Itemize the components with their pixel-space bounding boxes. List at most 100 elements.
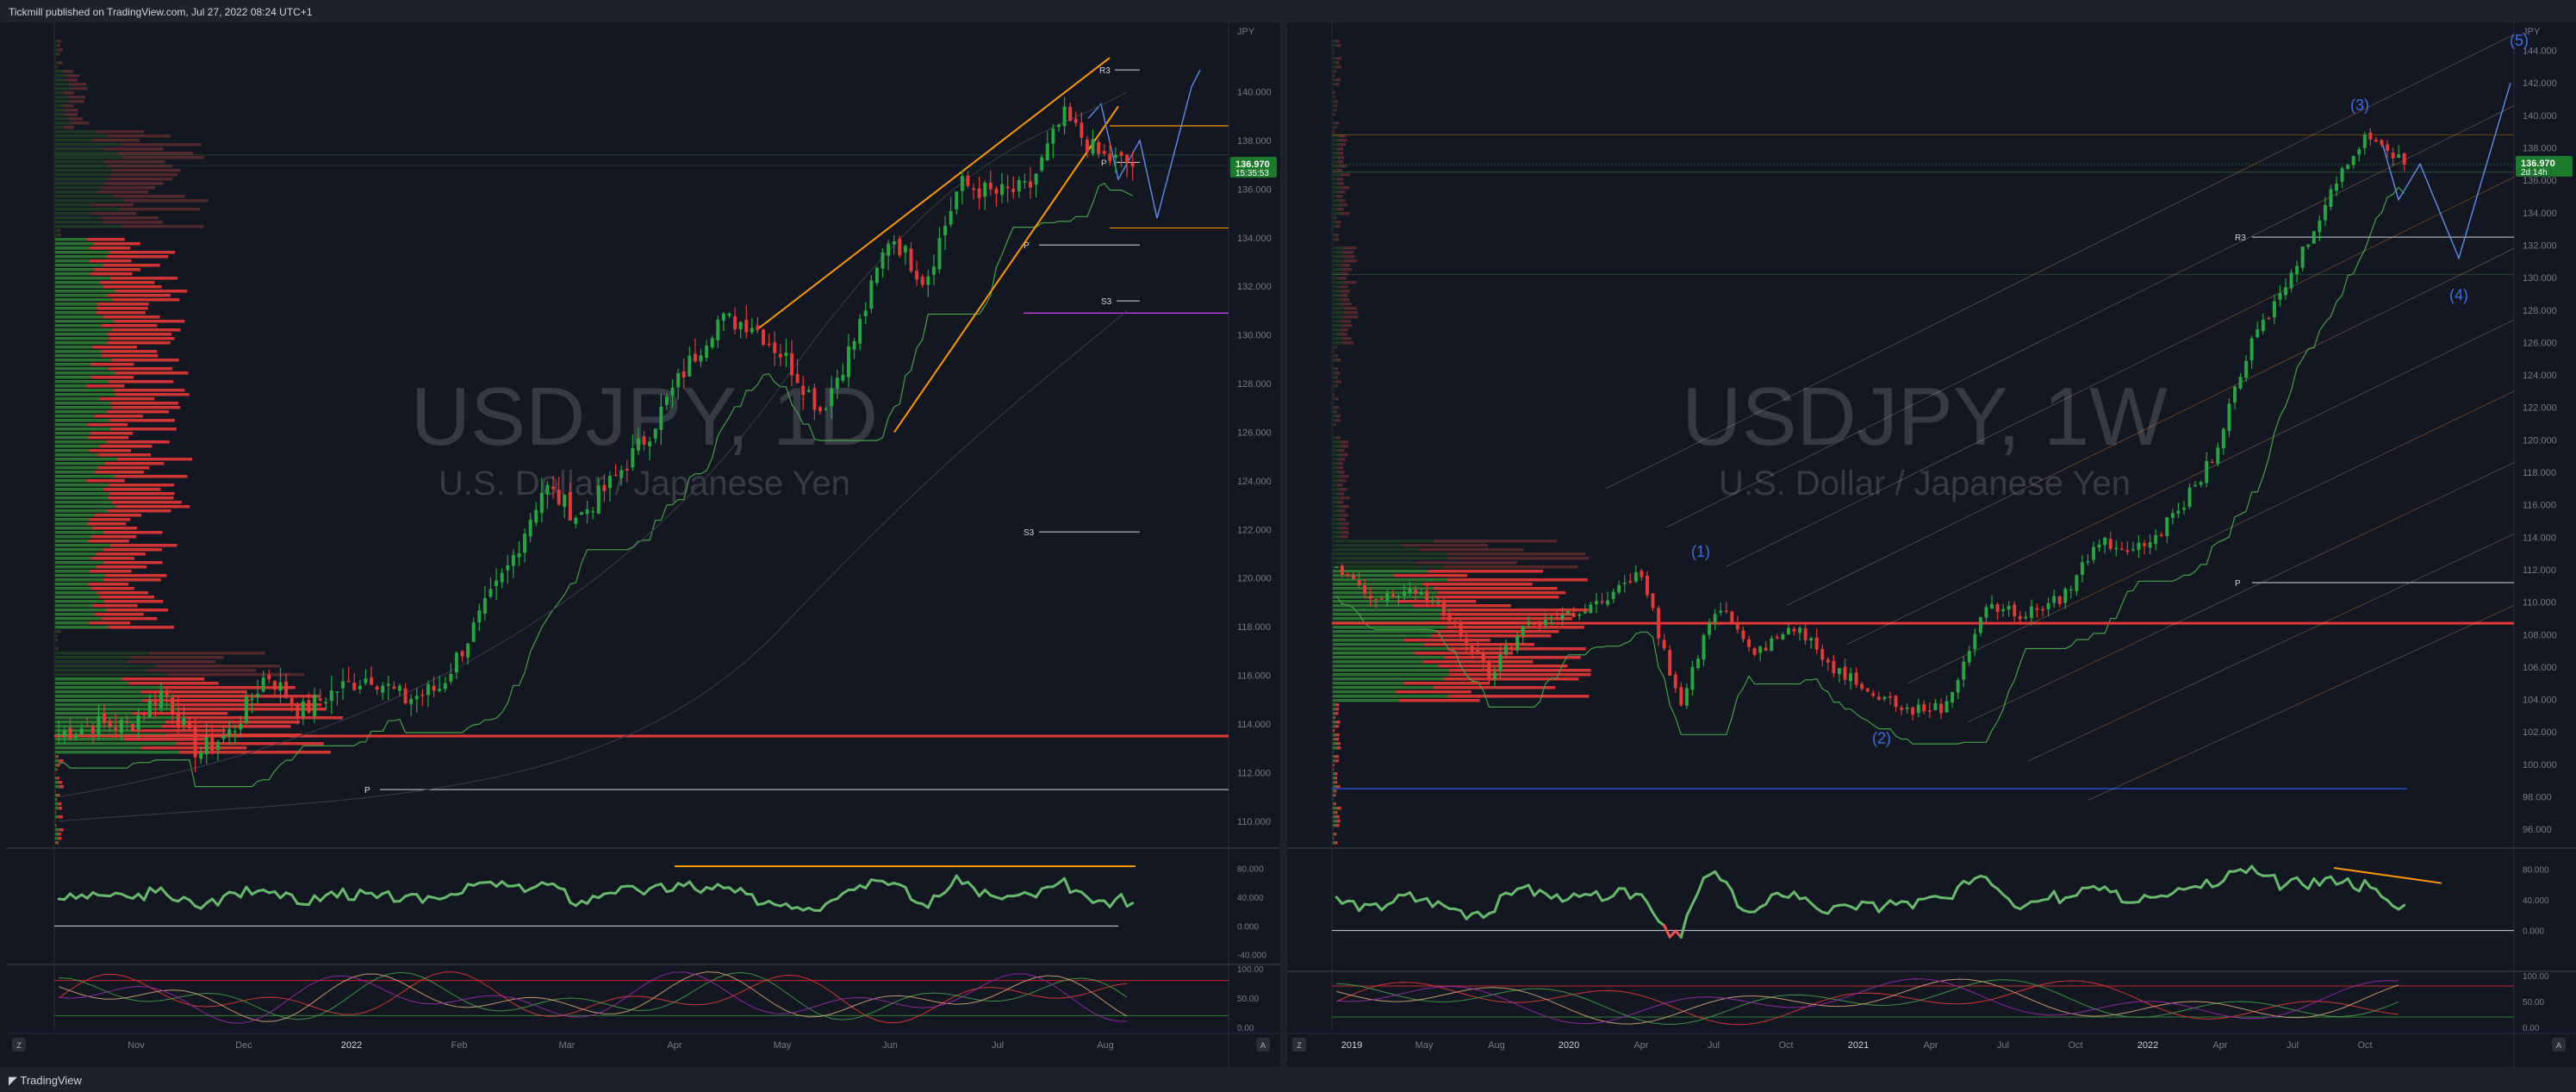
rsi-line [2075, 886, 2084, 897]
volume-bar-down [103, 488, 161, 491]
volume-bar-down [68, 96, 85, 99]
volume-bar-up [1333, 216, 1335, 220]
weekly-chart-svg[interactable]: USDJPY, 1W U.S. Dollar / Japanese Yen JP… [1287, 22, 2576, 1067]
volume-bar-down [1333, 350, 1335, 353]
volume-bar-up [1333, 324, 1342, 328]
volume-bar-down [92, 604, 138, 608]
auto-scale-icon-glyph: A [1260, 1041, 1266, 1050]
volume-bar-up [1333, 259, 1344, 263]
volume-bar-down [58, 48, 63, 52]
candle-body [2137, 542, 2141, 550]
x-tick-label: Oct [2068, 1040, 2082, 1051]
daily-chart-svg[interactable]: USDJPY, 1D U.S. Dollar / Japanese Yen JP… [7, 22, 1280, 1067]
volume-bar-down [123, 199, 208, 203]
volume-bar-down [57, 229, 61, 233]
volume-bar-down [1335, 811, 1338, 814]
candle-body [2143, 543, 2147, 546]
volume-bar-up [55, 359, 111, 362]
candle-body [1798, 627, 1801, 633]
y-tick-label: 138.000 [2523, 144, 2557, 154]
candle-body [1097, 141, 1101, 154]
rsi-line [245, 885, 254, 896]
rsi-line [1352, 900, 1361, 913]
volume-bar-down [163, 686, 296, 690]
candle-body [1481, 653, 1485, 662]
volume-bar-down [1335, 815, 1340, 819]
rsi-line [836, 892, 844, 901]
weekly-chart-panel[interactable]: USDJPY, 1W U.S. Dollar / Japanese Yen JP… [1287, 22, 2576, 1067]
volume-bar-down [1337, 147, 1344, 151]
candle-body [2080, 562, 2084, 575]
candle-body [1459, 621, 1463, 637]
volume-bar-up [1333, 453, 1340, 457]
candle-body [1962, 661, 1966, 680]
volume-bar-up [1333, 824, 1336, 827]
daily-chart-panel[interactable]: USDJPY, 1D U.S. Dollar / Japanese Yen JP… [7, 22, 1280, 1067]
candle-body [1792, 628, 1796, 632]
pivot-label: P [364, 786, 370, 796]
candle-body [426, 683, 430, 696]
candle-body [937, 238, 942, 270]
volume-bar-up [55, 87, 70, 90]
y-tick-label: 96.000 [2523, 825, 2552, 835]
volume-bar-up [55, 596, 100, 599]
volume-bar-up [1333, 333, 1340, 336]
volume-bar-up [55, 225, 122, 228]
footer-bar: ◤ TradingView [0, 1067, 2576, 1092]
volume-bar-down [55, 57, 57, 60]
volume-bar-up [55, 712, 134, 715]
candle-body [664, 396, 669, 405]
volume-bar-up [55, 307, 97, 310]
y-tick-label: 122.000 [2523, 403, 2557, 414]
candle-body [495, 580, 499, 586]
volume-bar-down [1344, 311, 1358, 315]
volume-bar-down [107, 333, 171, 336]
volume-bar-down [1337, 466, 1343, 470]
trailing-stop-line [59, 182, 1133, 788]
rsi-line [1984, 876, 1994, 887]
rsi-line [1103, 899, 1111, 908]
volume-bar-up [1333, 281, 1344, 284]
volume-bar-down [1335, 772, 1338, 776]
candles [1335, 128, 2406, 721]
candle-body [460, 651, 464, 657]
candle-body [358, 685, 362, 690]
rsi-line [387, 889, 395, 903]
volume-bar-up [55, 492, 109, 496]
volume-bar-down [1335, 354, 1339, 358]
candle-body [2108, 539, 2112, 549]
volume-bar-up [55, 83, 70, 86]
volume-bar-up [55, 66, 57, 69]
volume-bar-up [1333, 238, 1335, 241]
candle-body [1640, 570, 1644, 577]
volume-bar-down [1335, 708, 1340, 711]
volume-bar-down [1446, 626, 1584, 629]
volume-bar-down [1338, 134, 1347, 138]
volume-bar-up [1333, 665, 1439, 668]
time-axis: 2019 May Aug 2020 Apr Jul Oct 2021 Apr Jul Oct 2022… [1292, 1038, 2566, 1051]
pitchfork-line [1967, 462, 2515, 723]
volume-bar-down [105, 574, 167, 577]
rsi-line [1527, 883, 1536, 897]
candle-body [778, 353, 782, 358]
volume-bar-down [156, 665, 280, 668]
volume-bar-down [1335, 781, 1338, 784]
rsi-line [239, 885, 248, 899]
volume-bar-up [1333, 540, 1434, 543]
volume-bar-up [55, 268, 94, 271]
rsi-line [2318, 877, 2327, 887]
volume-bar-up [1333, 320, 1341, 323]
candle-body [2351, 155, 2355, 165]
wave-label: (5) [2510, 32, 2529, 49]
rsi-tick-label: 80.000 [1237, 865, 1264, 875]
volume-bar-up [1333, 307, 1344, 310]
candle-body [1577, 614, 1582, 616]
volume-bar-down [96, 311, 146, 315]
volume-bar-down [1333, 53, 1334, 56]
candle-body [2001, 608, 2006, 612]
volume-bar-down [89, 449, 132, 452]
pitchfork-line [1846, 319, 2515, 645]
panel-separator[interactable] [1280, 22, 1287, 1067]
candle-body [1849, 673, 1853, 682]
candle-body [79, 728, 84, 734]
